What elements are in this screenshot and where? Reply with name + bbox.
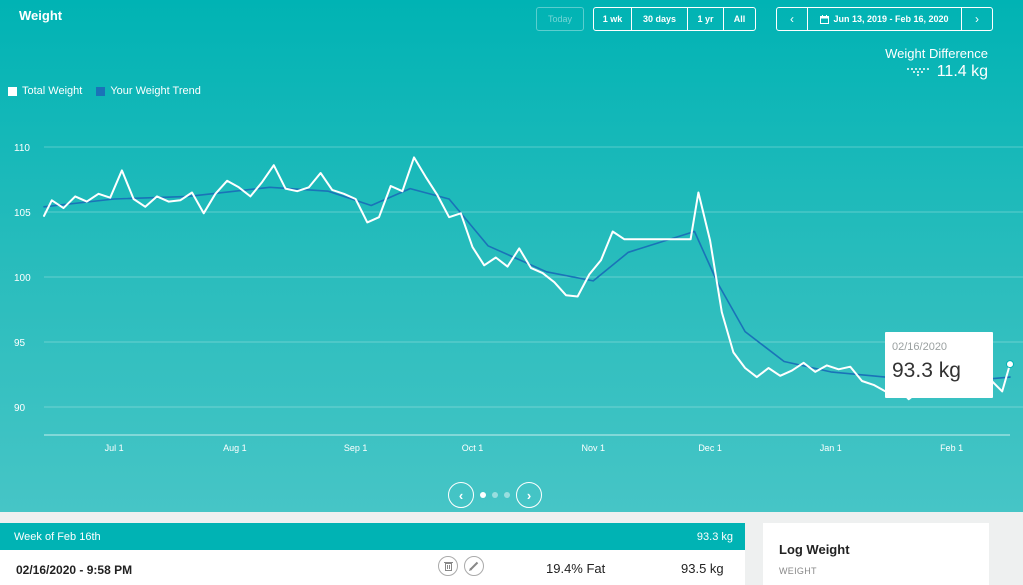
legend-swatch-trend — [96, 86, 106, 96]
page-title: Weight — [19, 8, 63, 23]
pager-next-button[interactable]: › — [516, 482, 542, 508]
chart-legend: Total Weight Your Weight Trend — [8, 85, 201, 97]
today-button[interactable]: Today — [536, 7, 584, 31]
range-30days-button[interactable]: 30 days — [632, 8, 688, 30]
x-tick-label: Oct 1 — [462, 443, 484, 453]
x-tick-label: Jan 1 — [820, 443, 842, 453]
delete-entry-button[interactable] — [438, 556, 458, 576]
pager-dot-3[interactable] — [504, 492, 510, 498]
weight-difference-value: 11.4 kg — [936, 63, 988, 80]
y-tick-label: 100 — [14, 273, 31, 284]
weight-difference-label: Weight Difference — [885, 46, 988, 61]
pager-dot-2[interactable] — [492, 492, 498, 498]
date-range-picker: ‹ Jun 13, 2019 - Feb 16, 2020 › — [776, 7, 993, 31]
legend-total-weight: Total Weight — [8, 85, 82, 97]
y-tick-label: 105 — [14, 208, 31, 219]
chevron-left-icon: ‹ — [458, 487, 464, 503]
entry-fat: 19.4% Fat — [546, 561, 606, 576]
chevron-right-icon: › — [975, 12, 979, 26]
log-weight-subtitle: WEIGHT — [779, 566, 817, 576]
x-tick-label: Feb 1 — [940, 443, 963, 453]
log-weight-title: Log Weight — [779, 542, 850, 557]
legend-swatch-total — [8, 86, 17, 96]
date-next-button[interactable]: › — [962, 8, 992, 30]
date-prev-button[interactable]: ‹ — [777, 8, 807, 30]
chart-pager: ‹ › — [448, 482, 542, 508]
week-average: 93.3 kg — [696, 530, 733, 543]
legend-weight-trend: Your Weight Trend — [96, 85, 201, 97]
log-weight-panel: Log Weight WEIGHT — [763, 523, 989, 585]
y-tick-label: 110 — [14, 143, 30, 154]
legend-total-label: Total Weight — [22, 85, 83, 97]
tooltip-value: 93.3 kg — [892, 359, 961, 382]
tooltip-date: 02/16/2020 — [892, 341, 948, 353]
x-tick-label: Aug 1 — [223, 443, 247, 453]
range-all-button[interactable]: All — [733, 14, 746, 24]
total-weight-line — [43, 156, 1011, 401]
entry-weight: 93.5 kg — [681, 561, 724, 576]
week-log-panel: Week of Feb 16th 93.3 kg 02/16/2020 - 9:… — [0, 523, 745, 585]
range-1wk-button[interactable]: 1 wk — [594, 8, 632, 30]
pager-dot-1[interactable] — [480, 492, 486, 498]
week-header: Week of Feb 16th 93.3 kg — [0, 523, 745, 550]
edit-entry-button[interactable] — [464, 556, 484, 576]
range-selector: 1 wk 30 days 1 yr All — [593, 7, 756, 31]
entry-datetime: 02/16/2020 - 9:58 PM — [16, 563, 133, 577]
trash-icon — [443, 562, 453, 571]
weight-line-chart[interactable]: 90 95 100 105 110 Jul 1 Aug 1 Sep 1 Oct 1 Nov 1 De… — [0, 120, 1023, 460]
y-tick-label: 95 — [14, 338, 26, 349]
pencil-icon — [469, 561, 479, 571]
chevron-right-icon: › — [526, 487, 532, 503]
chevron-left-icon: ‹ — [790, 12, 794, 26]
trend-down-icon — [906, 68, 929, 76]
date-range-button[interactable]: Jun 13, 2019 - Feb 16, 2020 — [807, 8, 962, 30]
x-tick-label: Nov 1 — [581, 443, 605, 453]
weight-chart-panel: Weight Today 1 wk 30 days 1 yr All ‹ Jun… — [0, 0, 1023, 512]
y-tick-label: 90 — [14, 403, 26, 414]
selected-point — [1006, 360, 1014, 369]
legend-trend-label: Your Weight Trend — [110, 85, 201, 97]
log-entry-row[interactable]: 02/16/2020 - 9:58 PM 19.4% Fat 93.5 kg — [0, 550, 745, 585]
x-tick-label: Jul 1 — [105, 443, 124, 453]
pager-prev-button[interactable]: ‹ — [448, 482, 474, 508]
weight-trend-line — [43, 186, 1011, 384]
weight-difference: 11.4 kg — [906, 63, 988, 81]
date-range-label: Jun 13, 2019 - Feb 16, 2020 — [833, 14, 949, 24]
calendar-icon — [820, 14, 830, 24]
x-tick-label: Dec 1 — [698, 443, 722, 453]
x-tick-label: Sep 1 — [344, 443, 368, 453]
range-1yr-button[interactable]: 1 yr — [688, 8, 724, 30]
week-label: Week of Feb 16th — [14, 530, 101, 543]
chart-tooltip: 02/16/2020 93.3 kg — [885, 332, 993, 398]
